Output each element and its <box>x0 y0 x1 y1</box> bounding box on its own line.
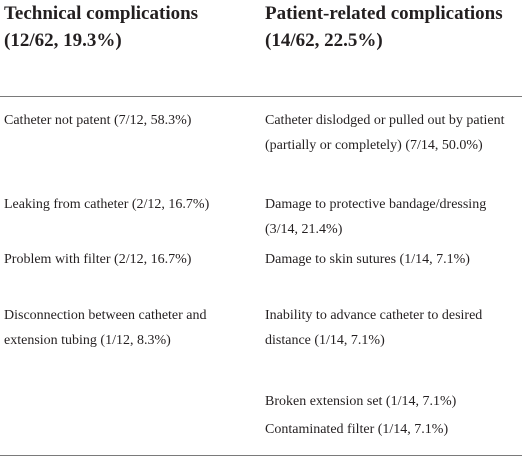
patient-item-broken-extension-set: Broken extension set (1/14, 7.1%) <box>265 394 457 409</box>
technical-item-catheter-not-patent: Catheter not patent (7/12, 58.3%) <box>4 113 192 128</box>
technical-item-problem-with-filter: Problem with filter (2/12, 16.7%) <box>4 252 192 267</box>
patient-item-catheter-dislodged: Catheter dislodged or pulled out by pati… <box>265 113 505 153</box>
technical-item-disconnection: Disconnection between catheter and exten… <box>4 308 207 348</box>
table-header: Technical complications (12/62, 19.3%) P… <box>0 0 522 95</box>
patient-item-contaminated-filter: Contaminated filter (1/14, 7.1%) <box>265 422 449 437</box>
patient-item-inability-to-advance: Inability to advance catheter to desired… <box>265 308 483 348</box>
header-patient-related-complications: Patient-related complications (14/62, 22… <box>265 3 503 51</box>
technical-item-leaking-from-catheter: Leaking from catheter (2/12, 16.7%) <box>4 197 210 212</box>
table-bottom-rule <box>0 455 522 456</box>
patient-item-damage-sutures: Damage to skin sutures (1/14, 7.1%) <box>265 252 470 267</box>
patient-item-damage-bandage: Damage to protective bandage/dressing (3… <box>265 197 487 237</box>
header-technical-complications: Technical complications (12/62, 19.3%) <box>4 3 199 51</box>
header-divider <box>0 96 522 97</box>
